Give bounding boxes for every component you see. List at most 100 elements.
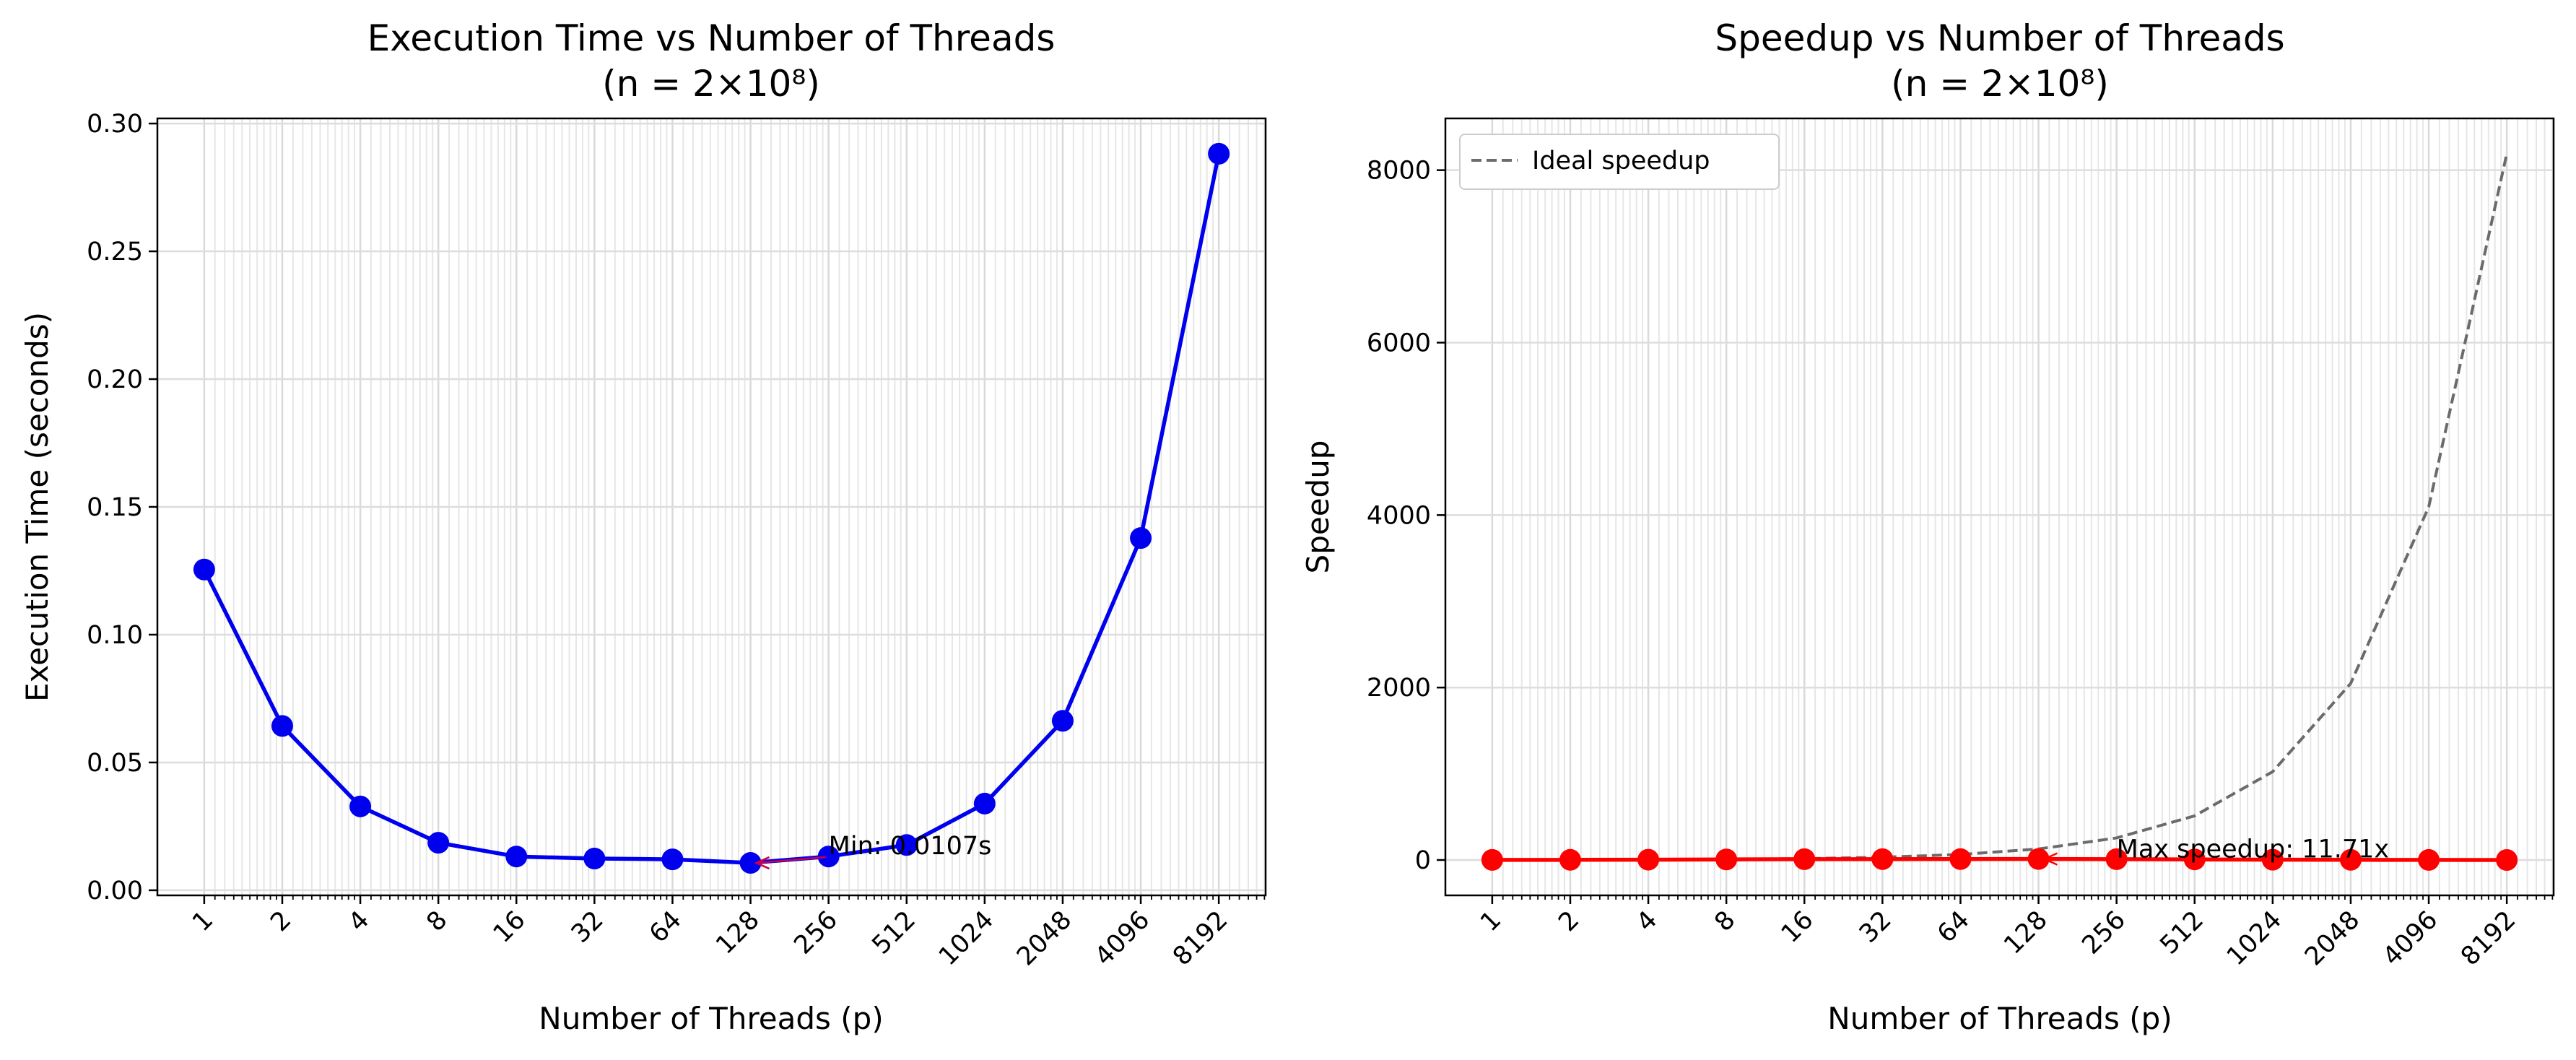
y-ticks: 0.00 0.05 0.10 0.15 0.20 0.25 0.30 [87, 110, 157, 905]
legend-label-ideal-speedup: Ideal speedup [1532, 147, 1710, 175]
annotation-text: Min: 0.0107s [829, 832, 992, 861]
min-annotation: Min: 0.0107s [754, 832, 992, 870]
execution-time-line [202, 153, 1221, 865]
data-point [1715, 848, 1738, 871]
x-tick-label: 512 [2155, 905, 2210, 960]
data-point [349, 795, 372, 817]
data-point [1481, 848, 1503, 871]
data-point [271, 715, 293, 737]
y-tick-label: 0.10 [87, 621, 143, 650]
y-tick-label: 6000 [1367, 329, 1431, 357]
series-layer [1481, 153, 2518, 871]
x-tick-label: 256 [788, 905, 843, 960]
y-tick-label: 0.25 [87, 238, 143, 266]
x-tick-label: 4 [343, 905, 375, 937]
annotation-arrowhead [754, 856, 770, 870]
y-tick-label: 8000 [1367, 157, 1431, 186]
y-tick-label: 0.00 [87, 877, 143, 905]
x-tick-label: 8 [1709, 905, 1741, 937]
data-point [817, 846, 840, 868]
data-point [1637, 848, 1660, 871]
series-layer [193, 142, 1230, 874]
x-tick-label: 64 [644, 905, 687, 949]
data-point [583, 848, 606, 870]
data-point [1949, 848, 1972, 870]
legend: Ideal speedup [1459, 134, 1780, 190]
data-point [973, 792, 996, 814]
x-axis-label: Number of Threads (p) [539, 1001, 883, 1036]
x-ticks: 1 2 4 8 16 32 64 128 256 512 1024 2048 4096 8192 [187, 895, 1266, 971]
x-ticks: 1 2 4 8 16 32 64 128 256 512 1024 2048 4096 8192 [1475, 895, 2554, 971]
y-tick-label: 0.15 [87, 493, 143, 522]
x-axis-label: Number of Threads (p) [1827, 1001, 2172, 1036]
x-tick-label: 2048 [2299, 905, 2365, 971]
data-point [1130, 527, 1152, 549]
x-tick-label: 256 [2076, 905, 2131, 960]
data-point [2027, 848, 2050, 870]
axes-frame [1444, 117, 2555, 897]
data-point [2418, 848, 2440, 871]
x-tick-label: 8 [421, 905, 453, 937]
x-tick-label: 1 [1475, 905, 1507, 937]
x-tick-label: 32 [566, 905, 609, 949]
y-tick-label: 0.05 [87, 749, 143, 778]
x-tick-label: 128 [710, 905, 765, 960]
y-tick-label: 0 [1415, 846, 1431, 875]
data-point [1051, 710, 1074, 732]
x-tick-label: 16 [488, 905, 531, 949]
x-tick-label: 1024 [2222, 905, 2287, 971]
y-tick-label: 2000 [1367, 674, 1431, 703]
y-axis-label: Execution Time (seconds) [19, 312, 55, 702]
data-point [1793, 848, 1816, 870]
x-tick-label: 4096 [2377, 905, 2443, 971]
data-point [2339, 848, 2362, 871]
annotation-arrowhead [2042, 852, 2058, 866]
y-tick-label: 0.20 [87, 365, 143, 394]
y-axis-label: Speedup [1300, 440, 1336, 574]
legend-box [1459, 134, 1780, 190]
data-point [505, 846, 528, 868]
speedup-chart: 1 2 4 8 16 32 64 128 256 512 1024 2048 4096 8192 0 200… [1300, 17, 2555, 1036]
ideal-speedup-line [1492, 153, 2509, 861]
chart-subtitle: (n = 2×10⁸) [602, 63, 820, 105]
data-point [1871, 848, 1894, 870]
data-point [2261, 848, 2284, 871]
x-tick-label: 4096 [1089, 905, 1155, 971]
x-tick-label: 512 [867, 905, 922, 960]
data-point [427, 832, 450, 854]
speedup-line [1492, 856, 2507, 862]
max-annotation: Max speedup: 11.71x [2042, 835, 2389, 866]
data-point [661, 848, 684, 871]
x-tick-label: 64 [1932, 905, 1975, 949]
data-point [1559, 848, 1581, 871]
annotation-arrow [757, 856, 826, 864]
y-tick-label: 0.30 [87, 110, 143, 139]
annotation-arrow [2045, 858, 2114, 861]
x-tick-label: 2 [265, 905, 297, 937]
grid [1445, 118, 2554, 895]
x-tick-label: 128 [1998, 905, 2053, 960]
data-point [2496, 848, 2518, 871]
annotation-text: Max speedup: 11.71x [2117, 835, 2389, 864]
chart-title: Speedup vs Number of Threads [1715, 17, 2284, 59]
data-point [1208, 142, 1230, 165]
chart-subtitle: (n = 2×10⁸) [1891, 63, 2109, 105]
data-point [739, 852, 762, 874]
data-point [193, 558, 215, 581]
x-tick-label: 1 [187, 905, 219, 937]
x-tick-label: 4 [1631, 905, 1663, 937]
x-tick-label: 8192 [2455, 905, 2521, 971]
x-tick-label: 2 [1553, 905, 1585, 937]
x-tick-label: 32 [1854, 905, 1897, 949]
y-tick-label: 4000 [1367, 501, 1431, 530]
data-point [2183, 848, 2206, 871]
x-tick-label: 8192 [1167, 905, 1233, 971]
execution-time-chart: 1 2 4 8 16 32 64 128 256 512 1024 2048 4096 8192 0.00… [19, 17, 1267, 1036]
data-point [895, 834, 918, 856]
y-ticks: 0 2000 4000 6000 8000 [1367, 157, 1445, 875]
x-tick-label: 16 [1776, 905, 1819, 949]
x-tick-label: 2048 [1011, 905, 1077, 971]
chart-title: Execution Time vs Number of Threads [367, 17, 1056, 59]
data-point [2105, 848, 2128, 870]
